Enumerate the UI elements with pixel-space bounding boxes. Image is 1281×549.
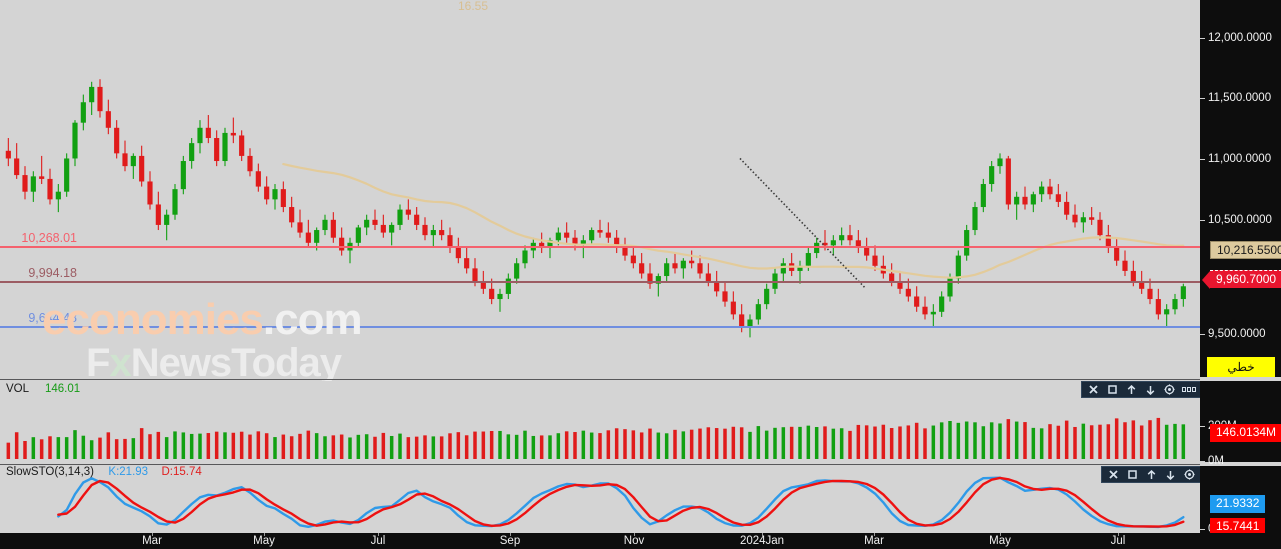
arrow-up-icon[interactable] — [1143, 468, 1160, 481]
time-axis-label: May — [253, 535, 275, 547]
price-tick: 11,500.0000 — [1200, 91, 1271, 105]
panel-divider — [0, 464, 1200, 465]
arrow-down-icon[interactable] — [1142, 383, 1159, 396]
time-axis-tick — [762, 533, 763, 536]
time-axis-tick — [152, 533, 153, 536]
close-icon[interactable] — [1085, 383, 1102, 396]
time-axis-tick — [510, 533, 511, 536]
time-axis-label: Sep — [499, 535, 521, 547]
time-axis-tick — [634, 533, 635, 536]
time-axis-tick — [378, 533, 379, 536]
time-axis-label: Nov — [623, 535, 645, 547]
gear-icon[interactable] — [1181, 468, 1198, 481]
time-axis-label: May — [989, 535, 1011, 547]
maximize-icon[interactable] — [1104, 383, 1121, 396]
stochastic-legend: SlowSTO(3,14,3) K:21.93 D:15.74 — [6, 466, 202, 479]
stochastic-legend-name: SlowSTO(3,14,3) — [6, 466, 94, 478]
support-level-label: 9,644.48 — [28, 310, 77, 325]
time-axis-label: Jul — [1110, 535, 1126, 547]
stochastic-k-value: K:21.93 — [108, 466, 149, 478]
volume-panel-toolbar[interactable] — [1081, 381, 1201, 398]
volume-legend: VOL 146.01 — [6, 383, 80, 396]
volume-legend-value: 146.01 — [45, 383, 81, 395]
time-axis-label: Mar — [142, 535, 162, 547]
price-chart-panel[interactable] — [0, 0, 1200, 377]
time-axis-tick — [264, 533, 265, 536]
price-tick: 11,000.0000 — [1200, 152, 1271, 166]
stochastic-d-tag: 15.7441 — [1210, 518, 1266, 536]
time-axis-label: Jul — [370, 535, 386, 547]
stochastic-k-tag: 21.9332 — [1210, 495, 1266, 513]
close-icon[interactable] — [1105, 468, 1122, 481]
time-axis[interactable]: Mar May Jul Sep Nov 2024Jan Mar May Jul — [0, 533, 1200, 549]
time-axis-corner — [1200, 533, 1281, 549]
volume-bars-layer — [6, 417, 1186, 459]
time-axis-tick — [1000, 533, 1001, 536]
scale-mode-button[interactable]: خطي — [1207, 357, 1275, 377]
volume-chart-panel[interactable] — [0, 381, 1200, 462]
volume-legend-name: VOL — [6, 383, 29, 395]
stochastic-chart-panel[interactable] — [0, 466, 1200, 533]
time-axis-tick — [1118, 533, 1119, 536]
volume-value-tag: 146.0134M — [1210, 424, 1281, 442]
time-axis-tick — [874, 533, 875, 536]
volume-tick: 0M — [1200, 454, 1224, 468]
panel-divider — [0, 379, 1200, 380]
price-tick: 12,000.0000 — [1200, 31, 1272, 45]
arrow-down-icon[interactable] — [1162, 468, 1179, 481]
more-options-icon[interactable] — [1180, 383, 1197, 396]
mid-level-label: 9,994.18 — [28, 265, 77, 280]
price-axis[interactable]: 12,000.0000 11,500.0000 11,000.0000 10,5… — [1200, 0, 1281, 377]
time-axis-label: Mar — [864, 535, 884, 547]
support-level-line[interactable] — [0, 325, 1200, 328]
price-tick: 9,500.0000 — [1200, 327, 1266, 341]
gear-icon[interactable] — [1161, 383, 1178, 396]
maximize-icon[interactable] — [1124, 468, 1141, 481]
volume-axis[interactable]: 200M 0M — [1200, 381, 1281, 467]
price-tick: 10,500.0000 — [1200, 213, 1272, 227]
stochastic-lines-layer — [57, 476, 1185, 529]
resistance-level-label: 10,268.01 — [21, 230, 77, 245]
arrow-up-icon[interactable] — [1123, 383, 1140, 396]
mid-level-line[interactable] — [0, 280, 1200, 283]
last-price-tag: 9,960.7000 — [1201, 270, 1281, 289]
stochastic-d-value: D:15.74 — [161, 466, 202, 478]
resistance-level-line[interactable] — [0, 245, 1200, 248]
price-candlestick-layer — [5, 79, 1186, 338]
time-axis-label: 2024Jan — [739, 535, 785, 547]
faded-indicator-value: 16.55 — [458, 0, 489, 13]
moving-average-price-tag: 10,216.5500 — [1210, 241, 1281, 259]
